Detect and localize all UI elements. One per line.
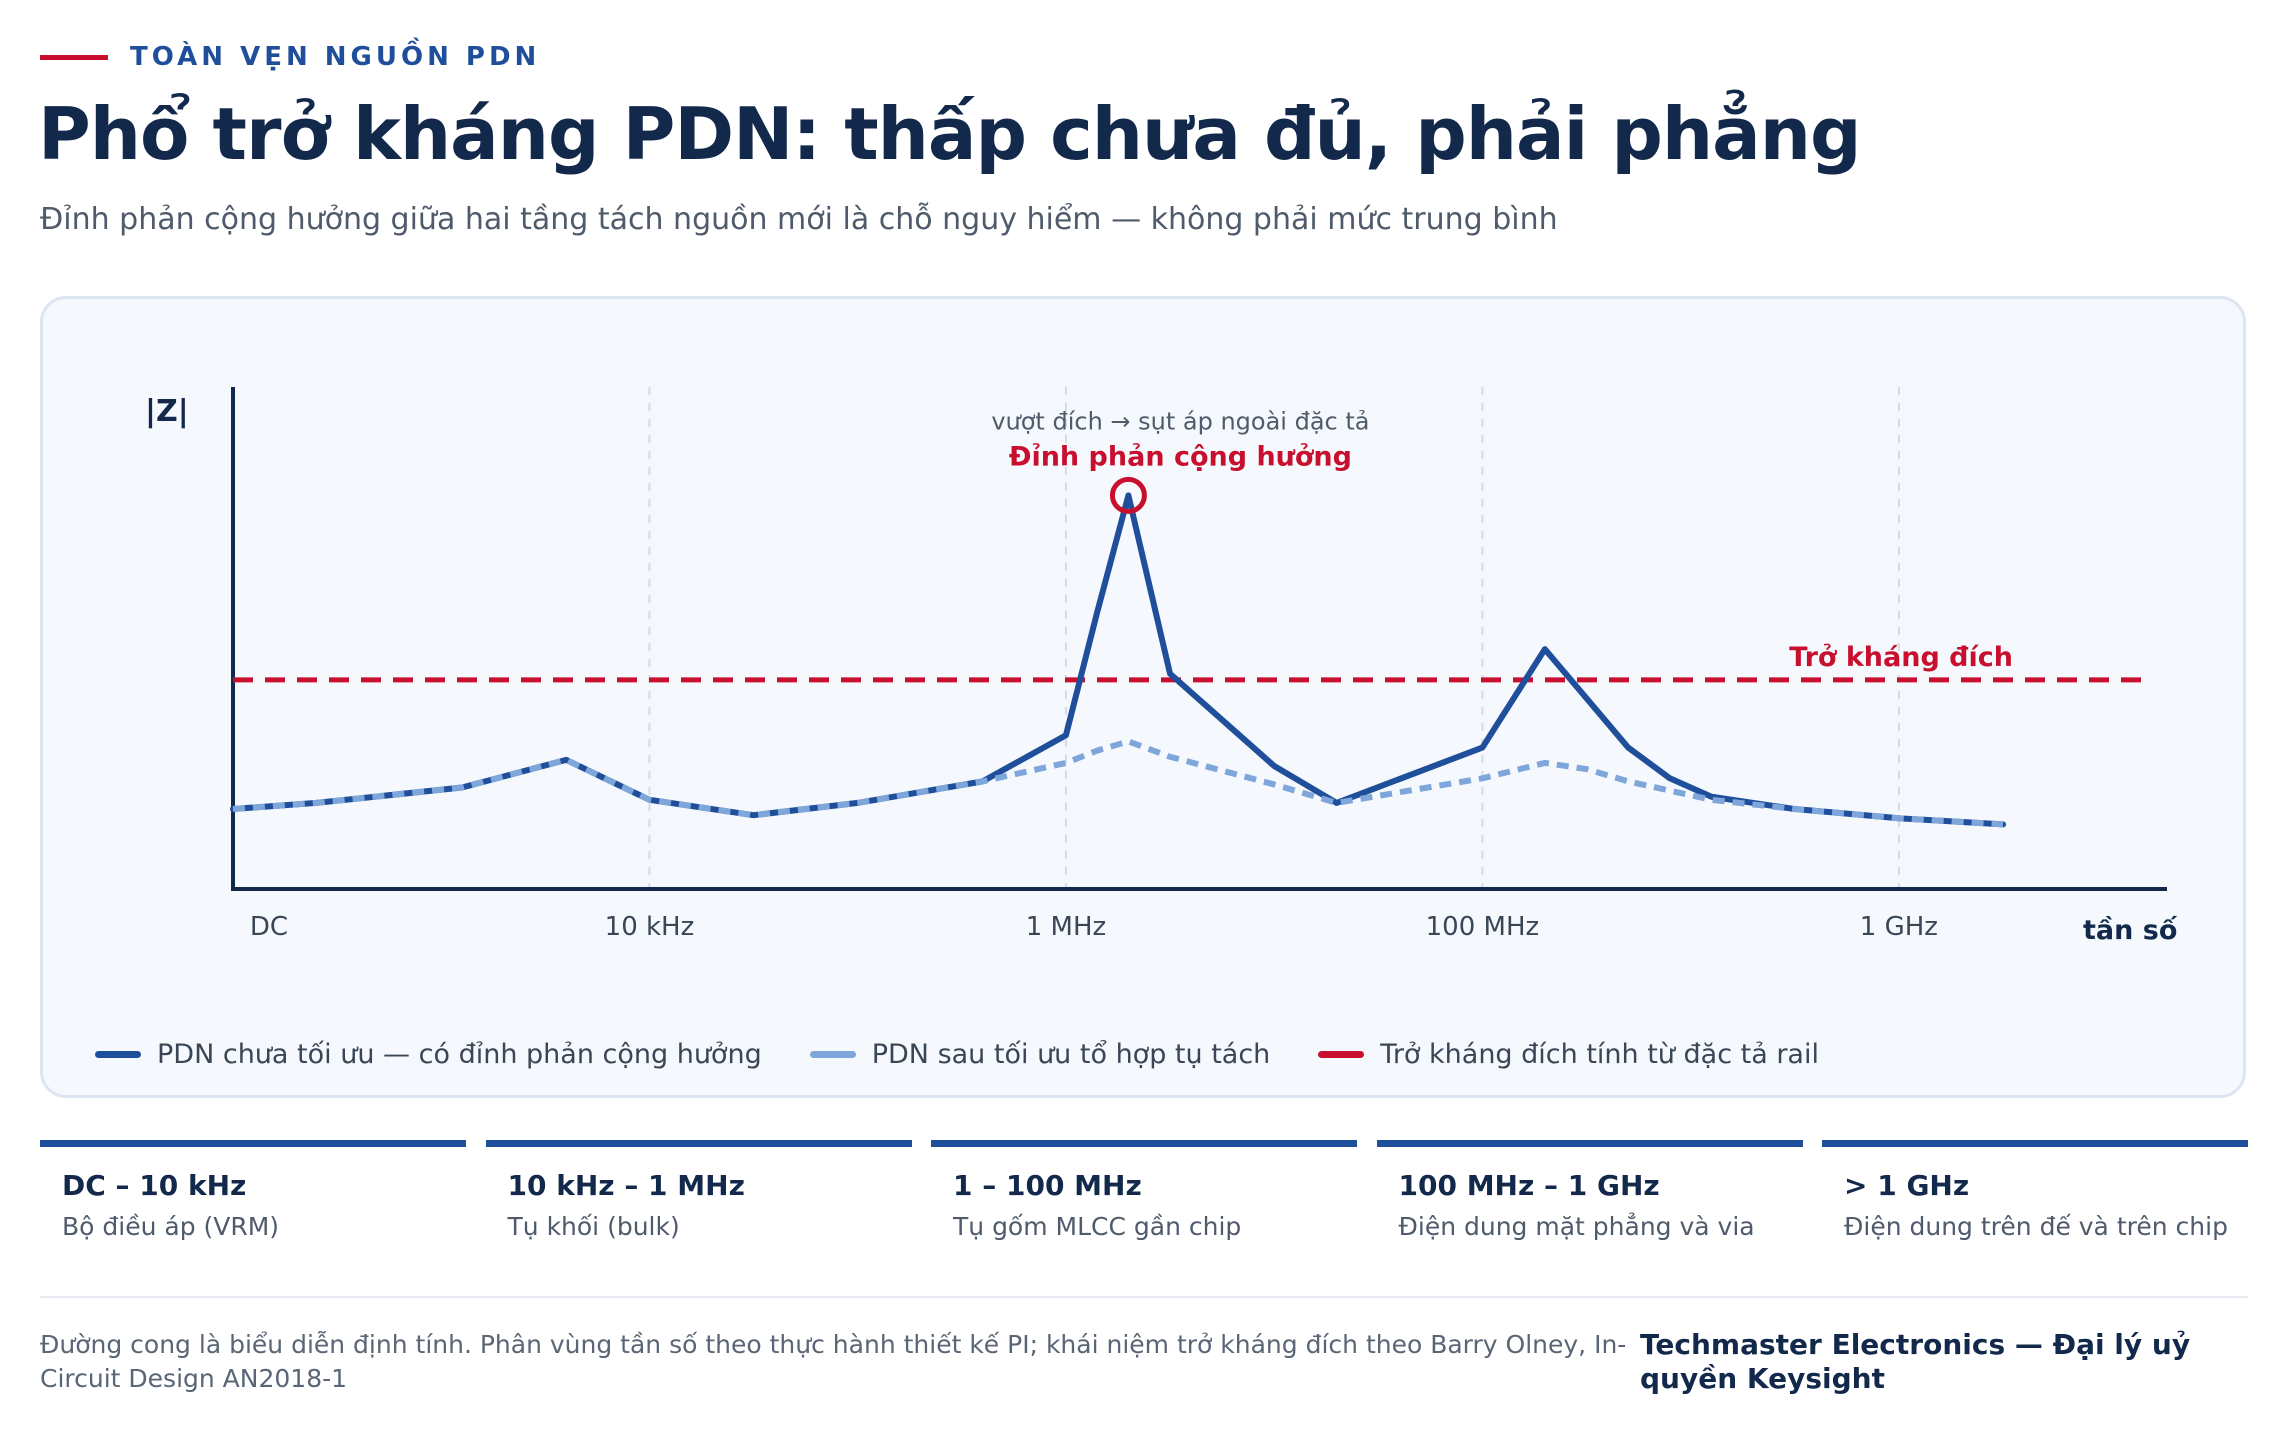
eyebrow-accent-line <box>40 54 108 60</box>
grid-layer <box>648 387 1900 889</box>
axis-layer: |Z| tần số <box>145 387 2178 946</box>
band-range: 10 kHz – 1 MHz <box>507 1169 745 1202</box>
frequency-bands: DC – 10 kHz Bộ điều áp (VRM) 10 kHz – 1 … <box>40 1140 2248 1241</box>
band-range: 100 MHz – 1 GHz <box>1398 1169 1660 1202</box>
band-range: DC – 10 kHz <box>62 1169 247 1202</box>
series-layer <box>230 492 2006 828</box>
legend-swatch-unoptimized <box>95 1051 141 1058</box>
legend-item-unoptimized: PDN chưa tối ưu — có đỉnh phản cộng hưởn… <box>95 1039 762 1070</box>
annotation-layer: Đỉnh phản cộng hưởng vượt đích → sụt áp n… <box>991 407 1369 514</box>
band-desc: Điện dung trên đế và trên chip <box>1844 1212 2228 1241</box>
band-desc: Tụ gốm MLCC gần chip <box>953 1212 1242 1241</box>
band-range: 1 – 100 MHz <box>953 1169 1142 1202</box>
legend-label-unoptimized: PDN chưa tối ưu — có đỉnh phản cộng hưởn… <box>157 1039 762 1070</box>
credit: Techmaster Electronics — Đại lý uỷ quyền… <box>1640 1328 2191 1395</box>
annotation-title: Đỉnh phản cộng hưởng <box>1009 441 1352 472</box>
chart-panel: |Z| tần số DC 10 kHz 1 MHz 100 MHz 1 GHz Trở … <box>40 296 2246 1098</box>
legend-label-target: Trở kháng đích tính từ đặc tả rail <box>1380 1039 1819 1070</box>
tick-layer: DC 10 kHz 1 MHz 100 MHz 1 GHz <box>250 912 1938 942</box>
footnote: Đường cong là biểu diễn định tính. Phân … <box>40 1330 1627 1393</box>
y-axis-label: |Z| <box>145 394 189 429</box>
legend-swatch-optimized <box>809 1051 856 1058</box>
resonance-peak-marker <box>1109 476 1147 514</box>
legend-item-target: Trở kháng đích tính từ đặc tả rail <box>1318 1039 1819 1070</box>
page-title: Phổ trở kháng PDN: thấp chưa đủ, phải ph… <box>38 92 1861 176</box>
series-unoptimized-line <box>230 492 2006 828</box>
x-tick-label: 100 MHz <box>1426 912 1540 942</box>
x-tick-label: 10 kHz <box>605 912 695 942</box>
impedance-chart: |Z| tần số DC 10 kHz 1 MHz 100 MHz 1 GHz Trở … <box>145 387 2178 946</box>
page-subtitle: Đỉnh phản cộng hưởng giữa hai tầng tách … <box>40 202 1558 237</box>
band-range: > 1 GHz <box>1844 1169 1970 1202</box>
band-bulk: 10 kHz – 1 MHz Tụ khối (bulk) <box>485 1140 912 1241</box>
annotation-note: vượt đích → sụt áp ngoài đặc tả <box>991 407 1369 435</box>
x-tick-label: 1 GHz <box>1860 912 1938 942</box>
eyebrow-text: TOÀN VẸN NGUỒN PDN <box>130 42 541 72</box>
band-desc: Điện dung mặt phẳng và via <box>1398 1212 1755 1241</box>
band-vrm: DC – 10 kHz Bộ điều áp (VRM) <box>40 1140 466 1241</box>
band-desc: Bộ điều áp (VRM) <box>62 1212 280 1241</box>
band-on-die: > 1 GHz Điện dung trên đế và trên chip <box>1822 1140 2248 1241</box>
legend-label-optimized: PDN sau tối ưu tổ hợp tụ tách <box>871 1039 1271 1070</box>
band-plane: 100 MHz – 1 GHz Điện dung mặt phẳng và v… <box>1376 1140 1803 1241</box>
x-tick-label: 1 MHz <box>1026 912 1106 942</box>
legend-swatch-target <box>1318 1051 1365 1058</box>
target-impedance-label: Trở kháng đích <box>1789 642 2013 673</box>
x-axis-label: tần số <box>2083 915 2178 946</box>
footer-divider <box>40 1296 2248 1298</box>
eyebrow: TOÀN VẸN NGUỒN PDN <box>40 42 540 72</box>
band-desc: Tụ khối (bulk) <box>507 1212 680 1241</box>
target-layer: Trở kháng đích <box>233 642 2149 683</box>
band-mlcc: 1 – 100 MHz Tụ gốm MLCC gần chip <box>931 1140 1357 1241</box>
x-tick-label: DC <box>250 912 288 942</box>
series-optimized-line <box>232 738 2004 828</box>
legend-item-optimized: PDN sau tối ưu tổ hợp tụ tách <box>809 1039 1271 1070</box>
chart-legend: PDN chưa tối ưu — có đỉnh phản cộng hưởn… <box>95 1039 1867 1070</box>
